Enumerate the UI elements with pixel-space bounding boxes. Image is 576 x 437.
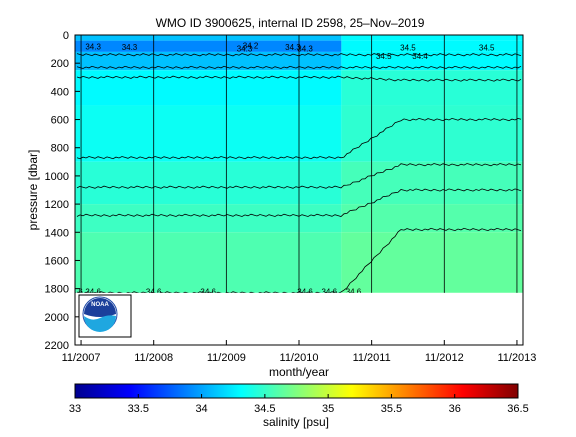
- contour-label-0: 34.3: [85, 42, 101, 51]
- y-tick-label-8: 1600: [45, 255, 69, 267]
- salinity-band-right-5: [341, 161, 523, 205]
- contour-label-5: 34.3: [297, 44, 313, 53]
- colorbar-tick-label-2: 34: [195, 403, 207, 415]
- logo-wave: [84, 315, 116, 332]
- x-axis: 11/2007 11/2008 11/2009 11/2010 11/2011 11/20…: [62, 340, 536, 364]
- y-tick-label-7: 1400: [45, 227, 69, 239]
- y-tick-label-5: 1000: [45, 171, 69, 183]
- x-tick-label-1: 11/2008: [134, 352, 173, 364]
- y-axis-label: pressure [dbar]: [26, 150, 40, 231]
- contour-label-8: 34.5: [376, 52, 392, 61]
- y-tick-label-6: 1200: [45, 199, 69, 211]
- salinity-band-right-0: [341, 35, 523, 41]
- colorbar-tick-label-3: 34.5: [254, 403, 275, 415]
- contour-label-6: 34.5: [400, 44, 416, 53]
- colorbar-tick-label-1: 33.5: [128, 403, 149, 415]
- colorbar-tick-label-4: 35: [322, 403, 334, 415]
- x-tick-label-3: 11/2010: [280, 352, 319, 364]
- x-tick-label-6: 11/2013: [497, 352, 536, 364]
- x-axis-label: month/year: [269, 365, 329, 379]
- colorbar-tick-label-6: 36: [449, 403, 461, 415]
- salinity-band-right-3: [341, 70, 523, 106]
- no-data-region: [75, 292, 523, 345]
- contour-label-7: 34.5: [479, 44, 495, 53]
- x-tick-label-2: 11/2009: [207, 352, 246, 364]
- salinity-band-right-6: [341, 204, 523, 233]
- y-tick-label-0: 0: [63, 30, 69, 42]
- contour-label-12: 34.6: [146, 287, 162, 296]
- salinity-band-left-1: [75, 40, 342, 52]
- contour-label-2: 34.2: [243, 42, 259, 51]
- y-axis: 0 200 400 600 800 1000 1200 1400 1600 1800 2000 220…: [45, 30, 80, 352]
- y-tick-label-9: 1800: [45, 284, 69, 296]
- salinity-band-right-2: [341, 51, 523, 71]
- contour-label-16: 34.6: [346, 287, 362, 296]
- y-tick-label-3: 600: [51, 115, 69, 127]
- colorbar-ticks: 33 33.5 34 34.5 35 35.5 36 36.5: [69, 394, 529, 415]
- y-tick-label-10: 2000: [45, 312, 69, 324]
- salinity-band-left-7: [75, 232, 342, 293]
- contour-label-11: 34.6: [85, 287, 101, 296]
- salinity-band-left-2: [75, 51, 342, 71]
- contour-label-9: 34.4: [412, 52, 428, 61]
- x-tick-label-4: 11/2011: [353, 352, 391, 364]
- noaa-logo: NOAA: [78, 294, 132, 338]
- salinity-band-left-0: [75, 35, 342, 41]
- salinity-band-right-4: [341, 105, 523, 162]
- salinity-band-left-3: [75, 70, 342, 106]
- contour-labels: 34.3 34.3 34.2 34.334.3 34.3 34.5 34.534.5 34.4…: [67, 42, 523, 345]
- contour-label-14: 34.6: [297, 287, 313, 296]
- plot-area: 34.3 34.3 34.2 34.334.3 34.3 34.5 34.534.5 34.4…: [67, 35, 523, 345]
- y-tick-label-2: 400: [51, 86, 69, 98]
- contour-label-4: 34.3: [237, 44, 253, 53]
- y-tick-label-11: 2200: [45, 340, 69, 352]
- contour-label-15: 34.6: [321, 287, 337, 296]
- colorbar: [74, 383, 519, 399]
- x-tick-label-0: 11/2007: [62, 352, 101, 364]
- contour-label-1: 34.3: [122, 43, 138, 52]
- colorbar-tick-label-7: 36.5: [507, 403, 528, 415]
- x-tick-label-5: 11/2012: [425, 352, 464, 364]
- colorbar-tick-label-0: 33: [69, 403, 81, 415]
- y-tick-label-4: 800: [51, 143, 69, 155]
- logo-text: NOAA: [91, 302, 109, 308]
- y-tick-label-1: 200: [51, 58, 69, 70]
- salinity-band-left-5: [75, 161, 342, 205]
- contour-label-13: 34.6: [200, 287, 216, 296]
- contour-label-3: 34.3: [285, 43, 301, 52]
- salinity-band-right-7: [341, 232, 523, 293]
- salinity-band-left-4: [75, 105, 342, 162]
- colorbar-tick-label-5: 35.5: [381, 403, 402, 415]
- salinity-band-right-1: [341, 40, 523, 52]
- contour-label-10: 34.6: [67, 287, 83, 296]
- logo-top-half: [84, 298, 116, 317]
- salinity-band-left-6: [75, 204, 342, 233]
- chart-title: WMO ID 3900625, internal ID 2598, 25–Nov…: [156, 16, 425, 30]
- colorbar-label: salinity [psu]: [263, 415, 329, 429]
